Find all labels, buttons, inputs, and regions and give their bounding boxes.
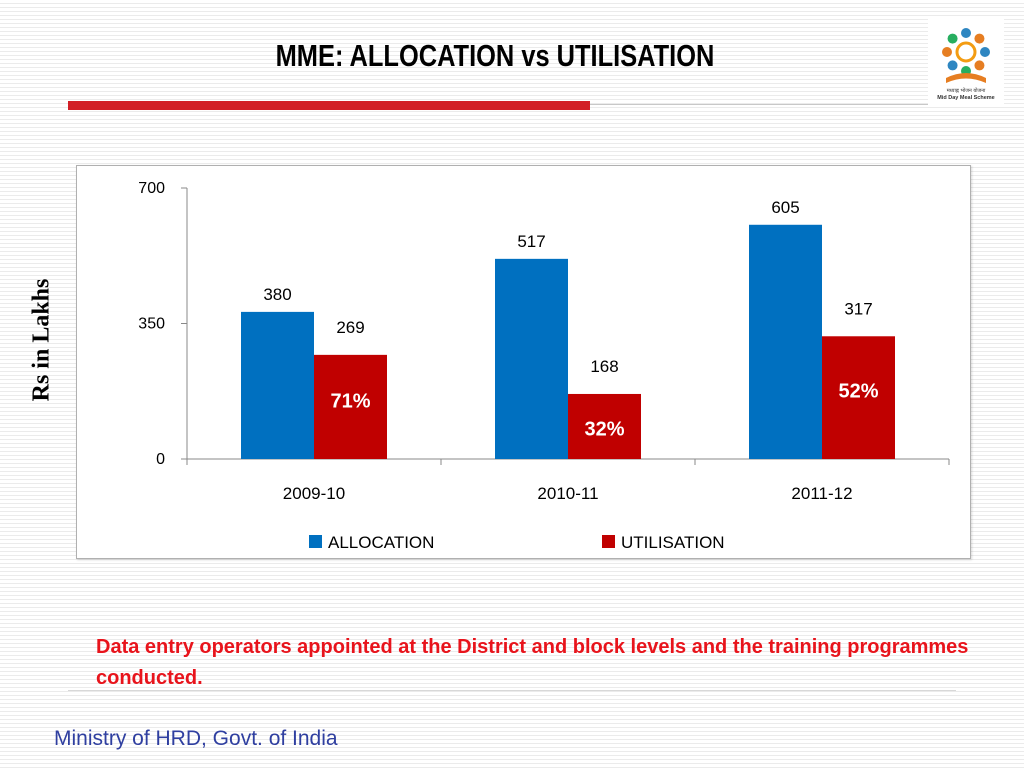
logo-figure-icon: [961, 28, 971, 38]
legend-swatch: [602, 535, 615, 548]
y-axis-label: Rs in Lakhs: [28, 278, 55, 402]
slide-title: MME: ALLOCATION vs UTILISATION: [275, 38, 715, 73]
note-text: Data entry operators appointed at the Di…: [96, 636, 969, 689]
mid-day-meal-scheme-logo-icon: [942, 28, 990, 83]
bar-chart: 0 350 700 2009-10 380 269 71% 2010-11 517 168 32% 2…: [138, 180, 950, 552]
legend-label: ALLOCATION: [328, 533, 434, 552]
allocation-data-label: 380: [263, 285, 291, 304]
allocation-data-label: 517: [517, 232, 545, 251]
y-tick-label: 0: [156, 451, 165, 468]
x-tick-label: 2009-10: [283, 484, 345, 503]
utilisation-bar: [314, 354, 387, 459]
mid-day-meal-logo: मध्याह्न भोजन योजना Mid Day Meal Scheme: [928, 16, 1004, 106]
utilisation-data-label: 269: [336, 318, 364, 337]
allocation-bar: [241, 311, 314, 459]
allocation-data-label: 605: [771, 198, 799, 217]
logo-figure-icon: [947, 60, 958, 71]
utilisation-data-label: 317: [844, 299, 872, 318]
logo-figure-icon: [942, 47, 952, 57]
utilisation-data-label: 168: [590, 357, 618, 376]
allocation-bar: [749, 224, 822, 459]
title-underline-grey: [590, 104, 930, 105]
legend-label: UTILISATION: [621, 533, 725, 552]
legend-swatch: [309, 535, 322, 548]
y-tick-label: 700: [138, 180, 165, 197]
x-tick-label: 2011-12: [791, 484, 852, 503]
x-tick-label: 2010-11: [537, 484, 598, 503]
chart-container: 0 350 700 2009-10 380 269 71% 2010-11 517 168 32% 2…: [76, 165, 971, 559]
logo-figure-icon: [974, 33, 985, 44]
logo-figure-icon: [974, 60, 985, 71]
title-underline-red: [68, 101, 590, 110]
utilisation-percent-label: 52%: [838, 381, 878, 403]
footer-text: Ministry of HRD, Govt. of India: [54, 727, 338, 750]
note-divider: [68, 690, 956, 691]
logo-figure-icon: [947, 33, 958, 44]
allocation-bar: [495, 258, 568, 459]
utilisation-percent-label: 71%: [330, 391, 370, 413]
utilisation-bar: [568, 393, 641, 459]
logo-figure-icon: [980, 47, 990, 57]
utilisation-bar: [822, 336, 895, 459]
logo-text-hindi: मध्याह्न भोजन योजना: [946, 88, 986, 94]
logo-text-english: Mid Day Meal Scheme: [937, 95, 995, 101]
utilisation-percent-label: 32%: [584, 419, 624, 441]
y-tick-label: 350: [138, 316, 165, 333]
